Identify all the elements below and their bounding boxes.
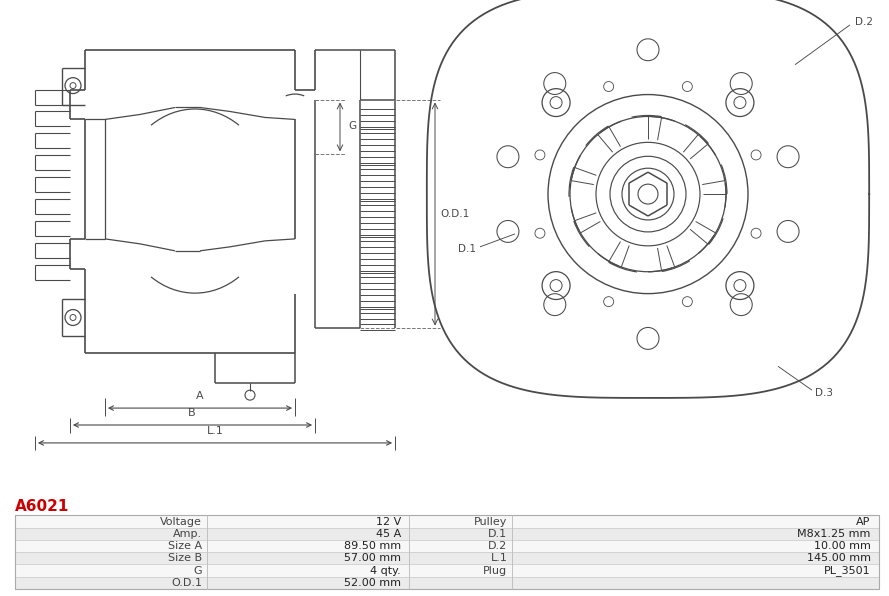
Text: 45 A: 45 A <box>376 529 401 539</box>
Bar <box>409 564 512 577</box>
Text: L.1: L.1 <box>491 553 508 563</box>
Bar <box>512 540 878 552</box>
Bar <box>409 577 512 589</box>
Text: D.2: D.2 <box>488 541 508 551</box>
Text: 4 qty.: 4 qty. <box>370 566 401 576</box>
Text: L.1: L.1 <box>206 426 223 436</box>
Bar <box>207 527 409 540</box>
Text: 12 V: 12 V <box>376 517 401 526</box>
Bar <box>15 516 207 527</box>
Text: Pulley: Pulley <box>474 517 508 526</box>
Bar <box>409 516 512 527</box>
Bar <box>15 516 878 589</box>
Bar <box>512 527 878 540</box>
Bar <box>15 527 207 540</box>
Bar <box>512 552 878 564</box>
Bar <box>512 577 878 589</box>
Bar <box>512 516 878 527</box>
Text: PL_3501: PL_3501 <box>824 565 870 576</box>
Bar <box>15 552 207 564</box>
Bar <box>207 540 409 552</box>
Text: D.1: D.1 <box>488 529 508 539</box>
Text: Voltage: Voltage <box>160 517 202 526</box>
Text: Amp.: Amp. <box>172 529 202 539</box>
Text: D.2: D.2 <box>855 17 873 27</box>
Bar <box>15 540 207 552</box>
Text: Size B: Size B <box>168 553 202 563</box>
Text: AP: AP <box>856 517 870 526</box>
Text: D.3: D.3 <box>815 388 833 398</box>
Bar <box>409 527 512 540</box>
Text: A: A <box>196 391 204 401</box>
Text: 145.00 mm: 145.00 mm <box>806 553 870 563</box>
Text: G: G <box>193 566 202 576</box>
Bar <box>15 577 207 589</box>
Text: 52.00 mm: 52.00 mm <box>344 578 401 588</box>
Text: D.1: D.1 <box>458 244 476 254</box>
Bar <box>207 564 409 577</box>
Text: 89.50 mm: 89.50 mm <box>344 541 401 551</box>
Text: G: G <box>348 122 356 131</box>
Text: O.D.1: O.D.1 <box>171 578 202 588</box>
Text: M8x1.25 mm: M8x1.25 mm <box>797 529 870 539</box>
Bar <box>207 552 409 564</box>
Text: 10.00 mm: 10.00 mm <box>814 541 870 551</box>
Bar <box>512 564 878 577</box>
Bar <box>15 564 207 577</box>
Bar <box>207 516 409 527</box>
Bar <box>409 552 512 564</box>
Text: Plug: Plug <box>484 566 508 576</box>
Text: A6021: A6021 <box>15 499 69 514</box>
Bar <box>409 540 512 552</box>
Bar <box>207 577 409 589</box>
Text: Size A: Size A <box>168 541 202 551</box>
Text: O.D.1: O.D.1 <box>440 209 469 219</box>
Text: B: B <box>188 408 196 418</box>
Text: 57.00 mm: 57.00 mm <box>344 553 401 563</box>
